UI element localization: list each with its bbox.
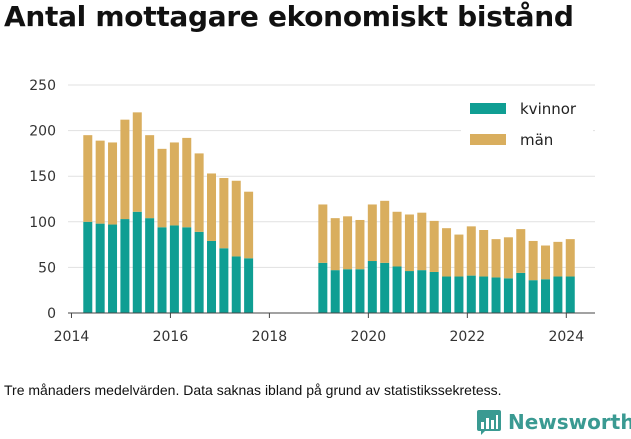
legend-swatch — [470, 134, 506, 145]
bar-man — [169, 142, 179, 226]
bar-kvinnor — [145, 218, 155, 313]
bar-man — [207, 173, 217, 241]
bar-kvinnor — [169, 225, 179, 313]
bar-man — [219, 178, 229, 249]
bar-man — [108, 142, 118, 225]
bar-kvinnor — [343, 269, 353, 313]
bar-man — [95, 140, 105, 224]
bar-kvinnor — [404, 271, 414, 313]
bar-kvinnor — [330, 270, 340, 313]
bar-kvinnor — [355, 269, 365, 313]
bar-kvinnor — [417, 270, 427, 313]
bar-kvinnor — [367, 261, 377, 313]
bar-man — [231, 180, 241, 257]
bar-kvinnor — [380, 262, 390, 313]
bar-man — [120, 119, 130, 220]
y-tick-label: 50 — [38, 260, 56, 276]
bar-man — [83, 135, 93, 222]
bar-kvinnor — [120, 219, 130, 313]
bar-man — [343, 216, 353, 270]
bar-kvinnor — [454, 276, 464, 313]
bar-kvinnor — [194, 231, 204, 313]
bar-kvinnor — [491, 277, 501, 313]
bar-man — [367, 204, 377, 262]
legend-label: kvinnor — [520, 100, 577, 118]
bar-kvinnor — [392, 266, 402, 313]
bar-kvinnor — [442, 276, 452, 313]
bar-kvinnor — [516, 272, 526, 313]
bar-kvinnor — [553, 276, 563, 313]
bar-kvinnor — [244, 258, 254, 313]
bar-man — [503, 237, 513, 279]
bar-man — [318, 204, 328, 263]
y-tick-label: 150 — [29, 169, 56, 185]
footnote: Tre månaders medelvärden. Data saknas ib… — [4, 382, 502, 398]
bar-man — [528, 240, 538, 281]
bar-man — [145, 135, 155, 219]
bar-kvinnor — [108, 224, 118, 313]
x-tick-label: 2022 — [450, 329, 486, 345]
bar-kvinnor — [182, 227, 192, 313]
bar-kvinnor — [231, 256, 241, 313]
bar-man — [132, 112, 142, 212]
newsworthy-chart-logo-icon — [477, 410, 501, 435]
bar-man — [380, 200, 390, 263]
bar-kvinnor — [479, 276, 489, 313]
bar-man — [454, 234, 464, 277]
bar-kvinnor — [157, 227, 167, 313]
bar-man — [553, 241, 563, 277]
bar-man — [479, 230, 489, 277]
bar-man — [429, 220, 439, 272]
bar-kvinnor — [503, 278, 513, 313]
bar-man — [442, 228, 452, 277]
bar-kvinnor — [132, 211, 142, 313]
legend: kvinnor män — [461, 95, 593, 157]
bar-man — [417, 212, 427, 271]
bar-man — [404, 214, 414, 272]
bar-kvinnor — [541, 279, 551, 313]
chart-title: Antal mottagare ekonomiskt bistånd — [4, 0, 574, 33]
y-tick-label: 200 — [29, 124, 56, 140]
bar-man — [491, 239, 501, 278]
bar-man — [565, 239, 575, 277]
bar-man — [182, 137, 192, 228]
bar-man — [392, 211, 402, 267]
x-tick-label: 2014 — [54, 329, 90, 345]
bar-kvinnor — [207, 240, 217, 313]
bar-kvinnor — [528, 280, 538, 313]
bar-kvinnor — [83, 221, 93, 313]
bar-man — [466, 226, 476, 276]
legend-swatch — [470, 103, 506, 114]
bar-kvinnor — [95, 223, 105, 313]
axes: 0 50 100 150 200 250 2014 2016 2018 2020 2022 2024 — [29, 78, 595, 345]
x-tick-label: 2024 — [548, 329, 584, 345]
brand-name: Newsworthy — [508, 410, 631, 434]
y-tick-label: 100 — [29, 215, 56, 231]
y-tick-label: 250 — [29, 78, 56, 94]
brand-logo[interactable]: Newsworthy — [476, 408, 631, 436]
bar-kvinnor — [318, 262, 328, 313]
y-tick-label: 0 — [47, 306, 56, 322]
bar-man — [330, 218, 340, 271]
bar-man — [194, 153, 204, 232]
bar-man — [244, 191, 254, 259]
bar-man — [157, 148, 167, 228]
bar-kvinnor — [565, 276, 575, 313]
bar-kvinnor — [219, 248, 229, 313]
x-tick-label: 2018 — [252, 329, 288, 345]
x-tick-label: 2016 — [153, 329, 189, 345]
bar-kvinnor — [466, 275, 476, 313]
bar-man — [355, 219, 365, 270]
legend-label: män — [520, 131, 553, 149]
bar-kvinnor — [429, 271, 439, 313]
x-tick-label: 2020 — [351, 329, 387, 345]
bars — [83, 112, 575, 313]
bar-man — [516, 229, 526, 273]
bar-man — [541, 245, 551, 280]
